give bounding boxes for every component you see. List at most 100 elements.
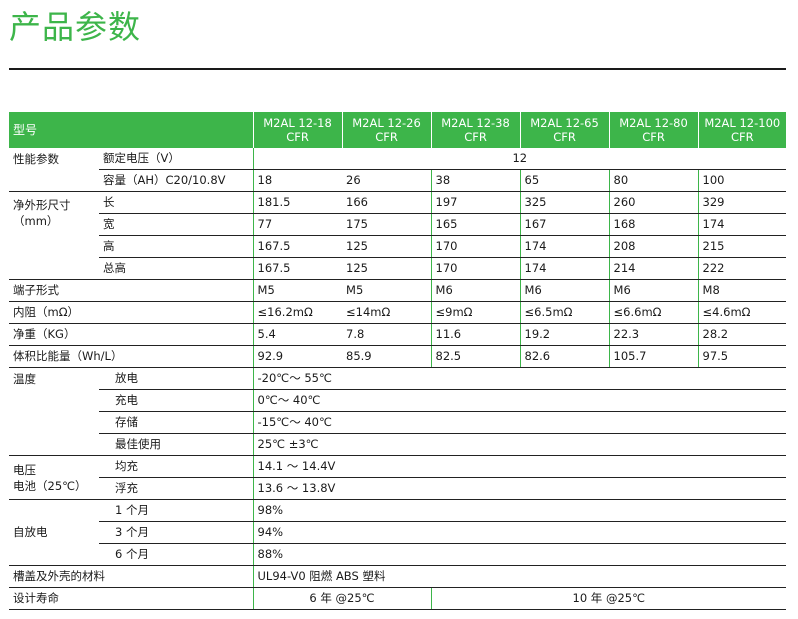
table-row: 最佳使用 25℃ ±3℃ xyxy=(9,433,787,456)
row-label: 端子形式 xyxy=(9,279,254,302)
row-label: 浮充 xyxy=(99,477,254,500)
table-cell: 197 xyxy=(430,191,521,214)
table-header-row: 型号 M2AL 12-18 CFR M2AL 12-26 CFR M2AL 12-3… xyxy=(9,112,787,148)
row-label: 容量（AH）C20/10.8V xyxy=(99,169,254,192)
product-spec-table: 型号 M2AL 12-18 CFR M2AL 12-26 CFR M2AL 12-3… xyxy=(9,112,787,610)
table-cell: 208 xyxy=(608,235,699,258)
table-cell: ≤4.6mΩ xyxy=(697,301,787,324)
table-cell: 88% xyxy=(252,543,787,566)
table-cell: UL94-V0 阻燃 ABS 塑料 xyxy=(252,565,787,588)
table-cell: 175 xyxy=(342,213,432,236)
table-cell: 260 xyxy=(608,191,699,214)
table-row: 充电 0℃～ 40℃ xyxy=(9,389,787,412)
table-cell: 168 xyxy=(608,213,699,236)
table-row: 槽盖及外壳的材料 UL94-V0 阻燃 ABS 塑料 xyxy=(9,565,787,588)
table-cell: 10 年 @25℃ xyxy=(430,587,787,610)
page-title: 产品参数 xyxy=(9,8,142,46)
model-header: M2AL 12-18 CFR xyxy=(252,112,343,148)
table-cell: 12 xyxy=(252,148,787,170)
row-label: 额定电压（V） xyxy=(99,148,254,170)
table-cell: M6 xyxy=(519,279,610,302)
table-row: 高 167.5 125 170 174 208 215 xyxy=(9,235,787,258)
table-cell: 94% xyxy=(252,521,787,544)
row-label: 最佳使用 xyxy=(99,433,254,456)
table-row: 自放电 1 个月 98% xyxy=(9,499,787,566)
table-row: 6 个月 88% xyxy=(9,543,787,566)
model-header: M2AL 12-38 CFR xyxy=(430,112,521,148)
table-cell: 38 xyxy=(430,169,521,192)
table-cell: 5.4 xyxy=(252,323,343,346)
table-row: 设计寿命 6 年 @25℃ 10 年 @25℃ xyxy=(9,587,787,610)
table-cell: M6 xyxy=(430,279,521,302)
row-label: 总高 xyxy=(99,257,254,280)
table-row: 总高 167.5 125 170 174 214 222 xyxy=(9,257,787,280)
row-label: 均充 xyxy=(99,455,254,478)
table-cell: -20℃～ 55℃ xyxy=(252,367,787,390)
title-divider xyxy=(9,68,786,70)
model-header: M2AL 12-65 CFR xyxy=(519,112,610,148)
model-header: M2AL 12-80 CFR xyxy=(608,112,699,148)
table-cell: 25℃ ±3℃ xyxy=(252,433,787,456)
table-cell: 11.6 xyxy=(430,323,521,346)
table-cell: 222 xyxy=(697,257,787,280)
row-group-label: 净外形尺寸 （mm） xyxy=(9,191,99,280)
row-label: 高 xyxy=(99,235,254,258)
table-cell: M6 xyxy=(608,279,699,302)
table-cell: 28.2 xyxy=(697,323,787,346)
table-cell: 7.8 xyxy=(342,323,432,346)
row-label: 3 个月 xyxy=(99,521,254,544)
row-label: 放电 xyxy=(99,367,254,390)
table-row: 内阻（mΩ） ≤16.2mΩ ≤14mΩ ≤9mΩ ≤6.5mΩ ≤6.6mΩ … xyxy=(9,301,787,324)
table-cell: 14.1 ～ 14.4V xyxy=(252,455,787,478)
table-cell: 98% xyxy=(252,499,787,522)
table-cell: 170 xyxy=(430,257,521,280)
row-label: 存储 xyxy=(99,411,254,434)
table-cell: 82.5 xyxy=(430,345,521,368)
table-cell: 329 xyxy=(697,191,787,214)
table-cell: 97.5 xyxy=(697,345,787,368)
table-cell: 6 年 @25℃ xyxy=(252,587,432,610)
table-cell: 214 xyxy=(608,257,699,280)
table-cell: M8 xyxy=(697,279,787,302)
table-cell: 22.3 xyxy=(608,323,699,346)
table-cell: 215 xyxy=(697,235,787,258)
table-cell: 125 xyxy=(342,235,432,258)
table-cell: ≤6.5mΩ xyxy=(519,301,610,324)
table-cell: 18 xyxy=(252,169,343,192)
table-cell: 167.5 xyxy=(252,257,343,280)
table-cell: 19.2 xyxy=(519,323,610,346)
table-cell: ≤6.6mΩ xyxy=(608,301,699,324)
table-cell: 80 xyxy=(608,169,699,192)
row-label: 充电 xyxy=(99,389,254,412)
table-cell: 13.6 ～ 13.8V xyxy=(252,477,787,500)
table-cell: 174 xyxy=(519,235,610,258)
model-header: M2AL 12-100 CFR xyxy=(697,112,787,148)
table-row: 浮充 13.6 ～ 13.8V xyxy=(9,477,787,500)
row-label: 6 个月 xyxy=(99,543,254,566)
row-label: 长 xyxy=(99,191,254,214)
row-label: 设计寿命 xyxy=(9,587,254,610)
table-row: 净外形尺寸 （mm） 长 181.5 166 197 325 260 329 xyxy=(9,191,787,280)
table-cell: 92.9 xyxy=(252,345,343,368)
table-cell: 0℃～ 40℃ xyxy=(252,389,787,412)
row-group-label: 性能参数 xyxy=(9,148,99,192)
table-row: 容量（AH）C20/10.8V 18 26 38 65 80 100 xyxy=(9,169,787,192)
model-header: M2AL 12-26 CFR xyxy=(341,112,432,148)
table-cell: 167.5 xyxy=(252,235,343,258)
table-cell: ≤9mΩ xyxy=(430,301,521,324)
table-row: 3 个月 94% xyxy=(9,521,787,544)
table-cell: 105.7 xyxy=(608,345,699,368)
table-cell: 181.5 xyxy=(252,191,343,214)
model-header-label: 型号 xyxy=(9,112,254,148)
table-cell: ≤16.2mΩ xyxy=(252,301,343,324)
table-cell: 85.9 xyxy=(342,345,432,368)
table-cell: ≤14mΩ xyxy=(342,301,432,324)
row-group-label: 自放电 xyxy=(9,499,99,566)
table-cell: 65 xyxy=(519,169,610,192)
table-row: 端子形式 M5 M5 M6 M6 M6 M8 xyxy=(9,279,787,302)
row-group-label: 电压 电池（25℃） xyxy=(9,455,99,500)
row-label: 宽 xyxy=(99,213,254,236)
table-row: 温度 放电 -20℃～ 55℃ xyxy=(9,367,787,456)
table-cell: -15℃～ 40℃ xyxy=(252,411,787,434)
table-cell: 26 xyxy=(342,169,432,192)
